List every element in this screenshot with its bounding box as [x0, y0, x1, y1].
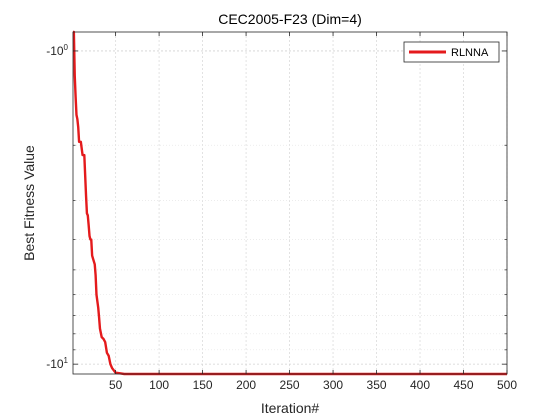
x-tick-label: 400 [410, 378, 430, 392]
y-axis-title: Best Fitness Value [21, 145, 37, 261]
x-tick-label: 350 [367, 378, 387, 392]
x-tick-label: 100 [149, 378, 169, 392]
x-tick-label: 500 [497, 378, 517, 392]
x-tick-label: 300 [323, 378, 343, 392]
grid [73, 32, 508, 374]
chart-title: CEC2005-F23 (Dim=4) [218, 11, 362, 27]
x-tick-label: 450 [453, 378, 473, 392]
x-tick-label: 200 [236, 378, 256, 392]
plot-area [73, 32, 507, 374]
legend-label: RLNNA [451, 47, 489, 59]
legend: RLNNA [403, 41, 500, 63]
y-tick-label: -100 [46, 43, 68, 58]
plot-frame [72, 31, 508, 375]
x-tick-label: 250 [280, 378, 300, 392]
y-tick-label: -101 [46, 356, 68, 371]
ticks: 50 100 150 200 250 300 350 400 450 500 -100 -101 [46, 32, 517, 392]
legend-box [403, 41, 500, 63]
series-layer [72, 30, 507, 376]
x-axis-title: Iteration# [261, 400, 320, 416]
series-line-rlnna [72, 30, 507, 376]
x-tick-label: 150 [193, 378, 213, 392]
x-tick-label: 50 [109, 378, 123, 392]
